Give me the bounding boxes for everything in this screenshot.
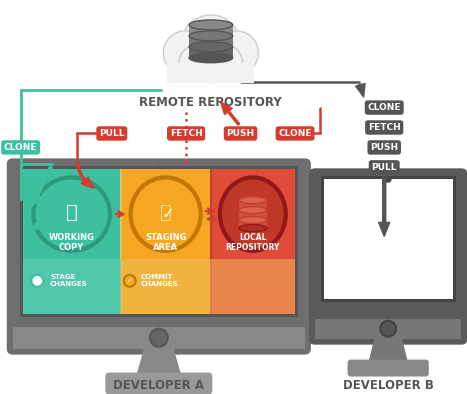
- Bar: [321, 176, 455, 302]
- Ellipse shape: [239, 206, 267, 214]
- Circle shape: [163, 31, 207, 75]
- Bar: [210, 169, 212, 314]
- Ellipse shape: [189, 42, 233, 52]
- Text: FETCH: FETCH: [170, 129, 203, 138]
- Circle shape: [195, 51, 226, 83]
- Circle shape: [124, 275, 135, 287]
- FancyArrowPatch shape: [32, 166, 52, 207]
- Circle shape: [215, 31, 258, 75]
- Ellipse shape: [239, 197, 267, 204]
- Bar: [120, 259, 295, 314]
- Ellipse shape: [189, 20, 233, 30]
- Bar: [211, 169, 295, 314]
- Bar: [239, 200, 267, 208]
- Bar: [189, 25, 233, 35]
- Polygon shape: [368, 339, 408, 362]
- FancyArrowPatch shape: [220, 102, 240, 125]
- Text: REMOTE REPOSITORY: REMOTE REPOSITORY: [140, 96, 282, 109]
- Text: DEVELOPER B: DEVELOPER B: [343, 379, 434, 392]
- Circle shape: [179, 45, 215, 81]
- Ellipse shape: [220, 177, 286, 251]
- Bar: [189, 47, 233, 57]
- Text: CLONE: CLONE: [368, 103, 401, 112]
- Ellipse shape: [189, 53, 233, 63]
- Circle shape: [150, 329, 168, 347]
- Text: DEVELOPER A: DEVELOPER A: [113, 379, 205, 392]
- FancyBboxPatch shape: [347, 360, 429, 377]
- Text: PULL: PULL: [99, 129, 125, 138]
- Bar: [324, 179, 453, 299]
- Circle shape: [181, 15, 241, 75]
- Circle shape: [380, 321, 396, 337]
- Bar: [239, 210, 267, 218]
- Text: CLONE: CLONE: [4, 143, 37, 152]
- Bar: [20, 166, 298, 317]
- Text: STAGING
AREA: STAGING AREA: [145, 233, 186, 253]
- Bar: [13, 327, 305, 349]
- Text: WORKING
COPY: WORKING COPY: [49, 233, 95, 253]
- Text: COMMIT
CHANGES: COMMIT CHANGES: [141, 274, 178, 287]
- Ellipse shape: [239, 217, 267, 223]
- Bar: [120, 169, 122, 314]
- Bar: [189, 36, 233, 46]
- FancyBboxPatch shape: [309, 168, 467, 345]
- Text: FETCH: FETCH: [368, 123, 401, 132]
- Bar: [22, 259, 120, 314]
- Circle shape: [31, 275, 43, 287]
- Text: PUSH: PUSH: [370, 143, 398, 152]
- Text: PULL: PULL: [371, 163, 397, 172]
- Text: ✓: ✓: [127, 278, 133, 284]
- Ellipse shape: [239, 225, 267, 232]
- Bar: [120, 169, 211, 314]
- Circle shape: [155, 165, 163, 173]
- FancyArrowPatch shape: [76, 162, 94, 188]
- Text: 📁: 📁: [66, 203, 78, 221]
- Text: LOCAL
REPOSITORY: LOCAL REPOSITORY: [226, 233, 280, 253]
- Circle shape: [385, 176, 392, 183]
- Text: PUSH: PUSH: [226, 129, 255, 138]
- Ellipse shape: [189, 31, 233, 41]
- FancyArrowPatch shape: [379, 177, 390, 236]
- Text: CLONE: CLONE: [278, 129, 312, 138]
- Text: STAGE
CHANGES: STAGE CHANGES: [50, 274, 88, 287]
- Bar: [315, 319, 461, 339]
- Bar: [22, 169, 295, 314]
- Text: 📁: 📁: [160, 203, 171, 221]
- FancyArrowPatch shape: [356, 84, 365, 97]
- Text: ✓: ✓: [161, 206, 174, 221]
- Bar: [22, 169, 120, 314]
- Ellipse shape: [131, 177, 201, 251]
- Circle shape: [207, 45, 242, 81]
- Polygon shape: [136, 349, 182, 377]
- FancyBboxPatch shape: [106, 373, 212, 394]
- FancyBboxPatch shape: [7, 158, 311, 355]
- Bar: [167, 63, 255, 83]
- Bar: [239, 220, 267, 228]
- Ellipse shape: [34, 177, 110, 251]
